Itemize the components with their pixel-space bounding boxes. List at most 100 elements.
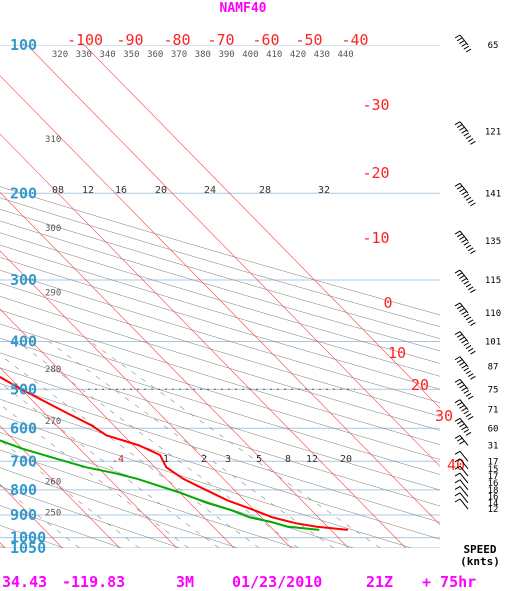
pressure-tick-label: 100 <box>10 36 37 54</box>
theta-side-label: 270 <box>45 417 61 427</box>
theta-side-label: 250 <box>45 509 61 519</box>
wind-barb-flag <box>467 347 474 352</box>
wind-barb-flag <box>463 390 470 394</box>
wind-barb-shaft <box>459 378 469 390</box>
wind-barb-flag <box>456 381 463 386</box>
theta-side-label: 260 <box>45 478 61 488</box>
wind-barb-flag <box>465 431 472 436</box>
wind-speed-label: 14 <box>488 499 499 509</box>
mixing-ratio-line <box>0 354 260 548</box>
isotherm-line <box>0 192 349 548</box>
wind-barb-flag <box>463 342 470 347</box>
wind-barb-flag <box>463 280 470 285</box>
dry-adiabat <box>0 244 440 377</box>
dry-adiabat <box>0 197 440 327</box>
mixing-ratio-upper-label: 16 <box>115 185 127 196</box>
wind-barb-flag <box>456 124 463 128</box>
isotherm-line <box>0 425 120 548</box>
mixing-ratio-line <box>17 341 299 548</box>
wind-barb-flag <box>461 426 467 431</box>
mixing-ratio-line <box>0 382 220 548</box>
temp-right-tick-label: -30 <box>362 96 389 114</box>
wind-barb-flag <box>465 392 472 397</box>
wind-barb-flag <box>467 373 474 377</box>
dry-adiabat <box>0 186 440 316</box>
wind-speed-label: 65 <box>488 41 499 51</box>
chart-grid <box>0 45 440 548</box>
wind-barb-shaft <box>459 458 469 470</box>
wind-barb-flag <box>465 283 472 288</box>
dry-adiabat <box>0 467 238 548</box>
mixing-ratio-lower-label: 8 <box>285 454 291 465</box>
wind-barb-flag <box>467 138 474 142</box>
wind-barb-shaft <box>459 472 469 484</box>
wind-barb-flag <box>459 423 465 428</box>
wind-barb-shaft <box>459 182 469 194</box>
mixing-ratio-upper-label: 08 <box>52 185 64 196</box>
pressure-tick-label: 200 <box>10 184 37 202</box>
wind-barb-flag <box>454 450 461 455</box>
wind-barb-flag <box>454 498 461 503</box>
wind-barb-flag <box>454 479 461 484</box>
wind-barb-flag <box>461 129 467 134</box>
footer-lon: -119.83 <box>62 573 125 591</box>
temp-top-tick-label: -60 <box>252 31 279 49</box>
dry-adiabat <box>0 432 354 548</box>
temp-right-tick-label: -10 <box>362 229 389 247</box>
wind-speed-label: 110 <box>485 309 501 319</box>
wind-barb-shaft <box>459 465 469 477</box>
wind-barb-flag <box>470 350 476 355</box>
wind-barb-flag <box>459 440 465 445</box>
wind-barb-flag <box>459 404 465 409</box>
mixing-ratio-upper-label: 20 <box>155 185 167 196</box>
wind-barb-flag <box>454 485 461 490</box>
mixing-ratio-upper-label: 32 <box>318 185 330 196</box>
wind-barb-flag <box>463 241 470 246</box>
pressure-tick-label: 900 <box>10 506 37 524</box>
wind-barb-shaft <box>459 450 469 462</box>
temp-right-tick-label: 0 <box>383 294 392 312</box>
temp-right-tick-label: 10 <box>388 344 406 362</box>
wind-barb-flag <box>456 37 463 42</box>
wind-barb-flag <box>456 272 463 277</box>
wind-barb-flag <box>456 333 463 338</box>
wind-speed-label: 141 <box>485 189 501 199</box>
wind-barb-shaft <box>459 34 469 46</box>
theta-top-label: 380 <box>195 50 211 60</box>
wind-barb-flag <box>465 196 472 201</box>
footer-info: 34.43 -119.83 3M 01/23/2010 21Z + 75hr <box>2 573 476 591</box>
wind-speed-label: 60 <box>488 424 499 434</box>
isotherm-line <box>0 308 235 548</box>
theta-top-label: 350 <box>123 50 139 60</box>
dry-adiabat <box>0 296 440 431</box>
wind-speed-label: 115 <box>485 276 501 286</box>
theta-top-label: 370 <box>171 50 187 60</box>
wind-barb-shaft <box>459 417 469 429</box>
wind-barb-flag <box>470 140 476 145</box>
wind-barb-flag <box>454 378 461 383</box>
wind-barb-flag <box>459 40 465 45</box>
temp-right-tick-label: 40 <box>447 456 465 474</box>
theta-top-label: 330 <box>76 50 92 60</box>
dry-adiabat <box>0 232 440 364</box>
wind-speed-label: 12 <box>488 505 499 515</box>
wind-barb-flag <box>454 121 461 126</box>
wind-barb-flag <box>459 236 465 241</box>
temp-right-tick-label: -20 <box>362 164 389 182</box>
wind-speed-label: 16 <box>488 479 499 489</box>
wind-barb-flag <box>459 126 465 131</box>
wind-barb-flag <box>465 370 472 375</box>
wind-barb-flag <box>461 191 467 196</box>
wind-speed-label: 31 <box>488 441 499 451</box>
isotherm-line <box>0 75 440 526</box>
wind-barb-flag <box>467 286 474 291</box>
speed-header: SPEED <box>463 543 496 556</box>
mixing-ratio-line <box>0 439 140 548</box>
wind-barb-flag <box>459 308 465 313</box>
wind-barb-flag <box>461 42 467 47</box>
wind-barb-flag <box>454 269 461 274</box>
wind-barb-flag <box>459 361 465 366</box>
isotherm-line <box>0 133 406 548</box>
temperature-trace <box>0 375 349 531</box>
wind-barb-flag <box>463 429 470 433</box>
